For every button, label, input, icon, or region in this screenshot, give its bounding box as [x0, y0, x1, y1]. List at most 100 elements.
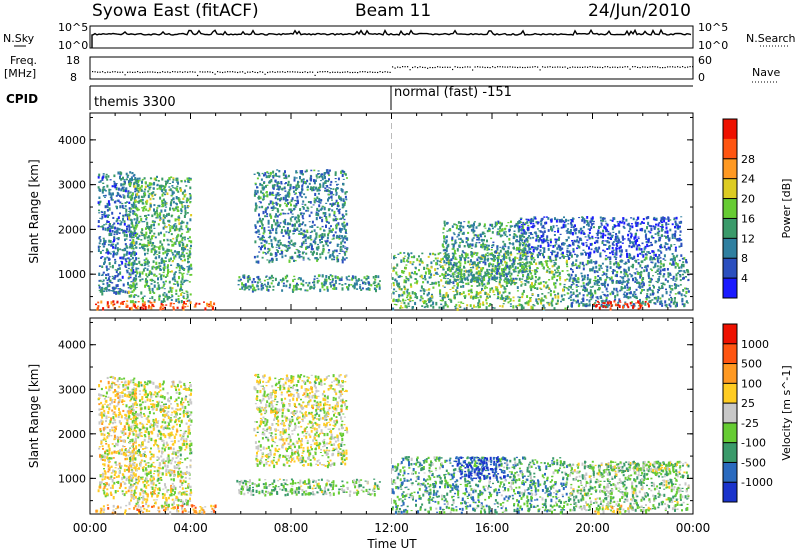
heatmap-cell	[403, 301, 406, 305]
heatmap-cell	[530, 257, 533, 261]
heatmap-cell	[143, 243, 145, 246]
heatmap-cell	[274, 237, 277, 242]
heatmap-cell	[112, 246, 115, 249]
heatmap-cell	[138, 220, 141, 223]
heatmap-cell	[486, 246, 489, 250]
heatmap-cell	[116, 247, 119, 249]
heatmap-cell	[524, 270, 526, 273]
heatmap-cell	[107, 200, 110, 204]
heatmap-cell	[458, 270, 461, 273]
heatmap-cell	[478, 283, 481, 287]
heatmap-cell	[313, 278, 316, 280]
heatmap-cell	[134, 224, 137, 227]
heatmap-cell	[298, 288, 301, 290]
heatmap-cell	[562, 298, 565, 301]
heatmap-cell	[536, 270, 539, 273]
heatmap-cell	[153, 223, 155, 227]
heatmap-cell	[641, 285, 644, 288]
freq-point	[224, 71, 226, 73]
heatmap-cell	[645, 297, 648, 299]
freq-point	[144, 71, 146, 73]
heatmap-cell	[153, 232, 156, 235]
heatmap-cell	[137, 190, 140, 193]
freq-point	[217, 71, 219, 73]
heatmap-cell	[670, 300, 673, 304]
heatmap-cell	[176, 251, 179, 254]
heatmap-cell	[493, 294, 496, 296]
heatmap-cell	[517, 270, 520, 274]
heatmap-cell	[145, 273, 148, 276]
heatmap-cell	[548, 268, 551, 270]
heatmap-cell	[501, 284, 504, 287]
heatmap-cell	[162, 284, 165, 287]
heatmap-cell	[470, 271, 473, 274]
heatmap-cell	[237, 284, 240, 286]
heatmap-cell	[190, 267, 193, 270]
heatmap-cell	[102, 182, 105, 184]
heatmap-cell	[492, 241, 495, 244]
heatmap-cell	[340, 278, 343, 281]
heatmap-cell	[605, 258, 608, 260]
heatmap-cell	[144, 188, 147, 191]
heatmap-cell	[168, 186, 171, 188]
heatmap-cell	[310, 247, 313, 251]
heatmap-cell	[262, 194, 265, 199]
heatmap-cell	[166, 192, 169, 195]
heatmap-cell	[452, 245, 455, 248]
heatmap-cell	[183, 236, 186, 239]
heatmap-cell	[135, 240, 138, 245]
heatmap-cell	[489, 295, 491, 298]
heatmap-cell	[97, 305, 100, 308]
heatmap-cell	[260, 284, 263, 288]
heatmap-cell	[517, 296, 520, 298]
heatmap-cell	[180, 280, 183, 284]
heatmap-cell	[169, 297, 172, 299]
heatmap-cell	[496, 262, 499, 265]
heatmap-cell	[271, 192, 274, 196]
heatmap-cell	[681, 257, 684, 260]
heatmap-cell	[130, 306, 133, 311]
heatmap-cell	[119, 201, 122, 204]
heatmap-cell	[467, 260, 470, 264]
heatmap-cell	[622, 294, 625, 296]
heatmap-cell	[97, 186, 100, 189]
heatmap-cell	[519, 263, 522, 266]
heatmap-cell	[537, 298, 540, 301]
heatmap-cell	[467, 231, 470, 234]
freq-point	[299, 71, 301, 73]
heatmap-cell	[106, 228, 109, 232]
heatmap-cell	[116, 247, 119, 250]
heatmap-cell	[109, 279, 112, 283]
heatmap-cell	[521, 283, 524, 285]
heatmap-cell	[453, 223, 456, 225]
heatmap-cell	[511, 225, 514, 227]
heatmap-cell	[449, 278, 452, 281]
heatmap-cell	[494, 250, 497, 254]
heatmap-cell	[125, 260, 128, 263]
heatmap-cell	[342, 170, 345, 173]
freq-point	[214, 73, 216, 75]
heatmap-cell	[443, 286, 446, 288]
heatmap-cell	[120, 188, 123, 192]
heatmap-cell	[320, 180, 322, 182]
heatmap-cell	[169, 271, 172, 273]
heatmap-cell	[638, 305, 640, 307]
heatmap-cell	[359, 285, 362, 290]
heatmap-cell	[611, 271, 614, 273]
heatmap-cell	[467, 273, 470, 276]
heatmap-cell	[504, 227, 507, 230]
heatmap-cell	[342, 200, 345, 202]
heatmap-cell	[293, 186, 296, 188]
heatmap-cell	[315, 257, 318, 260]
heatmap-cell	[499, 249, 502, 253]
heatmap-cell	[492, 259, 495, 262]
heatmap-cell	[679, 279, 682, 282]
freq-point	[309, 71, 311, 73]
heatmap-cell	[598, 285, 601, 287]
heatmap-cell	[165, 231, 168, 233]
heatmap-cell	[187, 255, 190, 257]
heatmap-cell	[558, 271, 561, 275]
heatmap-cell	[142, 307, 145, 310]
heatmap-cell	[163, 266, 166, 269]
